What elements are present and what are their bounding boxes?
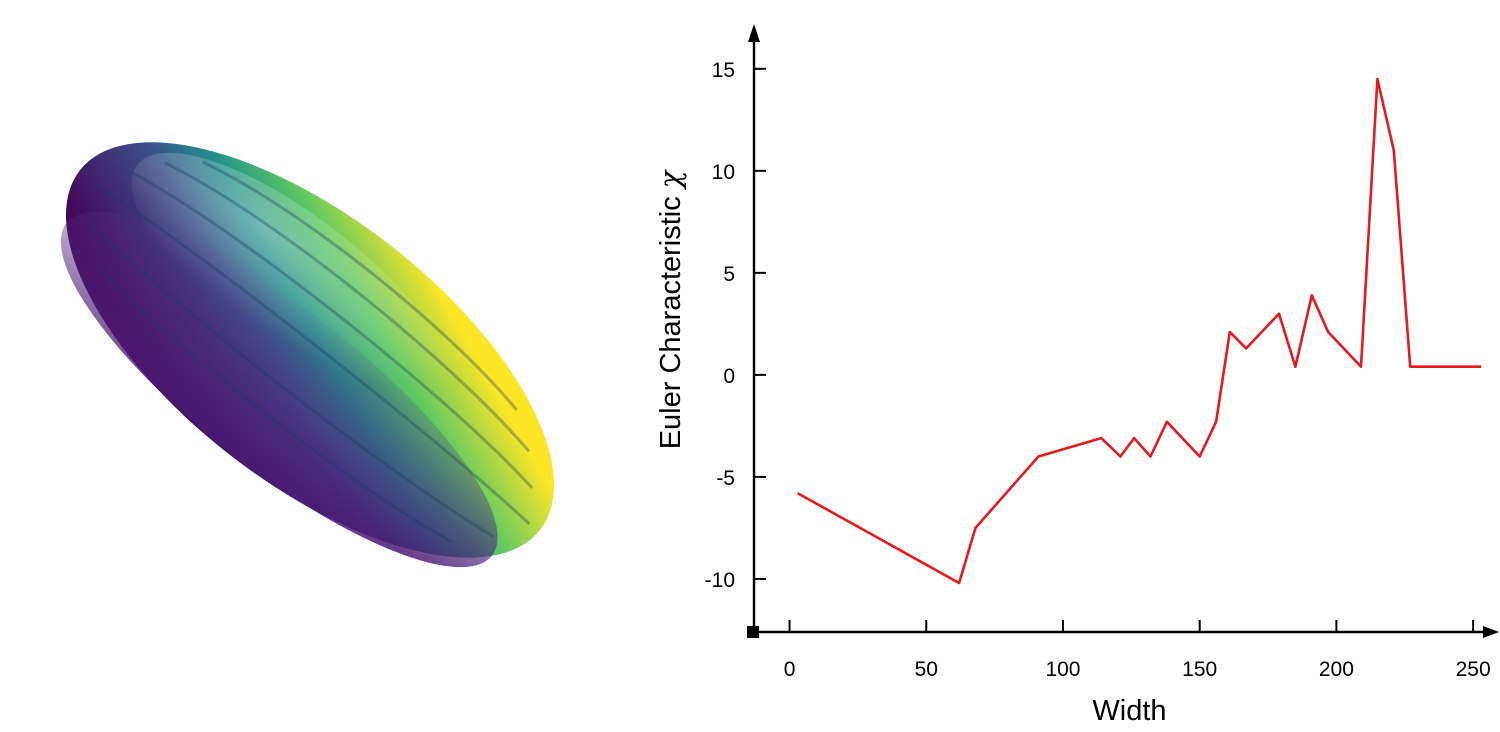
y-axis-label-symbol: χ [653, 169, 687, 190]
object-highlight [131, 152, 459, 423]
chart-ticks: 0 50 100 150 200 250 -10 -5 0 5 10 15 [705, 59, 1491, 681]
x-tick-label: 200 [1319, 658, 1354, 681]
y-axis-label-text: Euler Characteristic [655, 196, 687, 449]
y-tick-label: 0 [723, 365, 735, 388]
x-tick-label: 50 [915, 658, 938, 681]
object-underside [60, 211, 498, 568]
y-tick-label: -10 [705, 569, 735, 592]
object-ridges [90, 160, 534, 544]
axis-origin-marker [747, 626, 759, 638]
y-tick-label: 5 [723, 263, 735, 286]
y-axis-arrow [748, 24, 760, 42]
3d-object-render [60, 142, 555, 568]
series-line [797, 77, 1482, 585]
chart-axes [747, 24, 1499, 638]
x-tick-label: 100 [1045, 658, 1080, 681]
x-axis-label: Width [1092, 695, 1166, 727]
y-tick-label: 10 [712, 161, 735, 184]
x-tick-label: 0 [784, 658, 796, 681]
y-tick-label: -5 [716, 467, 735, 490]
y-axis-label: Euler Characteristic χ [653, 169, 687, 449]
x-tick-label: 250 [1456, 658, 1491, 681]
y-tick-label: 15 [712, 59, 735, 82]
x-axis-arrow [1483, 626, 1499, 638]
x-tick-label: 150 [1182, 658, 1217, 681]
